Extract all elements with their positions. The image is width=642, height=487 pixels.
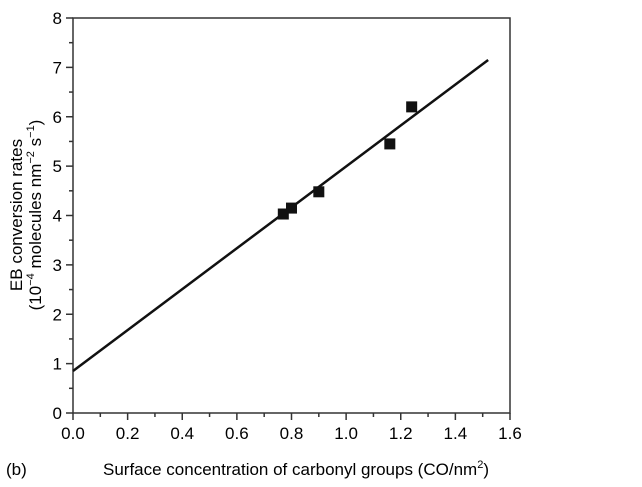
plot-frame xyxy=(72,17,511,414)
data-point xyxy=(313,186,325,198)
x-tick-label: 0.4 xyxy=(170,424,194,443)
x-tick-label: 0.8 xyxy=(280,424,304,443)
y-tick-label: 1 xyxy=(53,355,62,374)
data-point xyxy=(286,202,297,214)
y-tick-label: 4 xyxy=(53,207,62,226)
y-axis-label-line1: EB conversion rates xyxy=(7,139,26,291)
x-tick-label: 1.2 xyxy=(389,424,413,443)
y-tick-label: 2 xyxy=(53,305,62,324)
y-axis-label-line2: (10−4 molecules nm−2 s−1) xyxy=(25,120,45,311)
x-tick-label: 0.2 xyxy=(116,424,140,443)
y-tick-label: 0 xyxy=(53,404,62,423)
panel-label: (b) xyxy=(6,460,27,479)
data-point xyxy=(406,101,418,113)
data-point xyxy=(277,208,289,220)
y-tick-label: 3 xyxy=(53,256,62,275)
x-axis-label: Surface concentration of carbonyl groups… xyxy=(103,459,489,479)
y-tick-label: 8 xyxy=(53,9,62,28)
y-tick-label: 5 xyxy=(53,157,62,176)
x-tick-label: 1.4 xyxy=(444,424,468,443)
x-tick-label: 1.6 xyxy=(498,424,522,443)
y-tick-label: 7 xyxy=(53,58,62,77)
x-tick-label: 0.6 xyxy=(225,424,249,443)
y-tick-label: 6 xyxy=(53,108,62,127)
x-tick-label: 0.0 xyxy=(61,424,85,443)
data-point xyxy=(384,138,396,150)
x-tick-label: 1.0 xyxy=(334,424,358,443)
